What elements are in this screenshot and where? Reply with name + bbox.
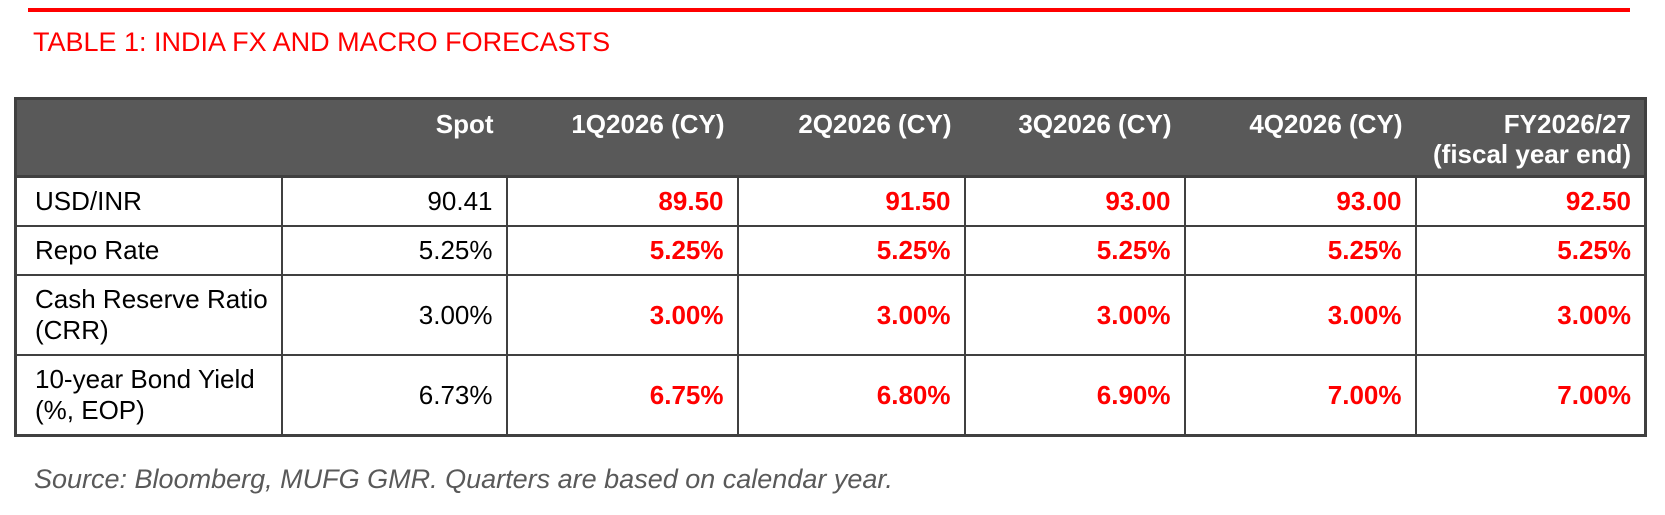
header-cell-empty	[15, 98, 282, 178]
forecast-value: 7.00%	[1183, 354, 1417, 437]
forecast-value: 3.00%	[1183, 274, 1417, 356]
header-cell-spot: Spot	[281, 98, 507, 178]
forecast-value: 3.00%	[736, 274, 966, 356]
forecast-value: 93.00	[1183, 175, 1417, 227]
forecast-value: 91.50	[736, 175, 966, 227]
row-label: USD/INR	[14, 175, 283, 227]
india-fx-macro-forecast-table: Spot 1Q2026 (CY) 2Q2026 (CY) 3Q2026 (CY)…	[14, 97, 1647, 437]
forecast-value: 3.00%	[963, 274, 1186, 356]
forecast-value: 5.25%	[963, 225, 1186, 276]
forecast-value: 7.00%	[1414, 354, 1647, 437]
header-cell-4q2026: 4Q2026 (CY)	[1184, 98, 1416, 178]
header-cell-1q2026: 1Q2026 (CY)	[506, 98, 738, 178]
table-row-usdinr: USD/INR 90.41 89.50 91.50 93.00 93.00 92…	[14, 175, 1647, 227]
forecast-value: 5.25%	[505, 225, 739, 276]
row-label: Repo Rate	[14, 225, 283, 276]
header-cell-2q2026: 2Q2026 (CY)	[737, 98, 965, 178]
forecast-value: 92.50	[1414, 175, 1647, 227]
forecast-value: 93.00	[963, 175, 1186, 227]
accent-rule	[28, 8, 1630, 12]
forecast-value: 5.25%	[1183, 225, 1417, 276]
forecast-value: 6.75%	[505, 354, 739, 437]
forecast-value: 5.25%	[736, 225, 966, 276]
forecast-value: 6.80%	[736, 354, 966, 437]
source-note: Source: Bloomberg, MUFG GMR. Quarters ar…	[34, 464, 893, 494]
forecast-value: 5.25%	[1414, 225, 1647, 276]
spot-value: 90.41	[280, 175, 508, 227]
header-row: Spot 1Q2026 (CY) 2Q2026 (CY) 3Q2026 (CY)…	[15, 98, 1646, 178]
forecast-value: 89.50	[505, 175, 739, 227]
row-label: Cash Reserve Ratio (CRR)	[14, 274, 283, 356]
table-row-crr: Cash Reserve Ratio (CRR) 3.00% 3.00% 3.0…	[14, 274, 1647, 356]
forecast-value: 3.00%	[505, 274, 739, 356]
header-cell-3q2026: 3Q2026 (CY)	[964, 98, 1185, 178]
spot-value: 3.00%	[280, 274, 508, 356]
table-row-10y-bond-yield: 10-year Bond Yield (%, EOP) 6.73% 6.75% …	[14, 354, 1647, 437]
forecast-value: 6.90%	[963, 354, 1186, 437]
row-label: 10-year Bond Yield (%, EOP)	[14, 354, 283, 437]
table-title: TABLE 1: INDIA FX AND MACRO FORECASTS	[33, 27, 611, 57]
spot-value: 6.73%	[280, 354, 508, 437]
spot-value: 5.25%	[280, 225, 508, 276]
header-cell-fy2026-27: FY2026/27 (fiscal year end)	[1415, 98, 1646, 178]
forecast-value: 3.00%	[1414, 274, 1647, 356]
table-row-repo-rate: Repo Rate 5.25% 5.25% 5.25% 5.25% 5.25% …	[14, 225, 1647, 276]
